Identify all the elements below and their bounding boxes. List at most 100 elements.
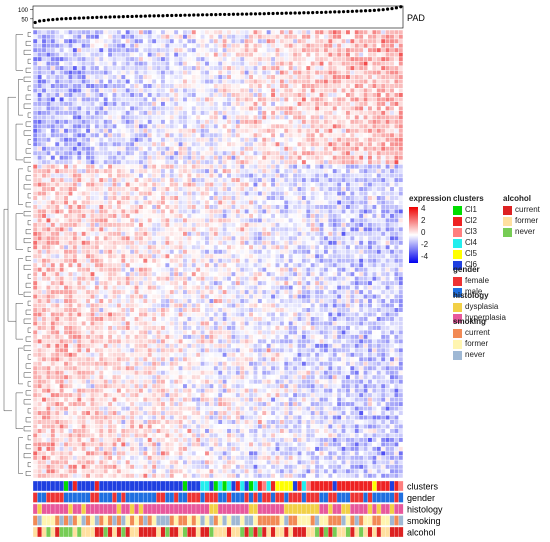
heatmap-cell [315, 196, 320, 200]
heatmap-cell [323, 178, 328, 183]
heatmap-cell [372, 213, 377, 218]
heatmap-cell [390, 204, 394, 209]
heatmap-cell [385, 182, 390, 187]
heatmap-cell [341, 249, 346, 254]
heatmap-cell [138, 285, 143, 290]
heatmap-cell [152, 200, 157, 205]
heatmap-cell [222, 204, 227, 209]
heatmap-cell [50, 79, 55, 84]
heatmap-cell [94, 213, 99, 218]
heatmap-cell [147, 204, 152, 209]
heatmap-cell [86, 254, 91, 259]
heatmap-cell [94, 92, 99, 97]
heatmap-cell [138, 52, 143, 57]
heatmap-cell [152, 34, 157, 39]
heatmap-cell [319, 249, 324, 254]
heatmap-cell [59, 160, 64, 165]
heatmap-cell [116, 88, 121, 93]
heatmap-cell [178, 258, 183, 263]
heatmap-cell [183, 146, 187, 151]
heatmap-cell [288, 146, 293, 151]
heatmap-cell [174, 115, 179, 120]
heatmap-cell [240, 110, 245, 115]
heatmap-cell [205, 245, 209, 250]
heatmap-cell [174, 88, 179, 93]
heatmap-cell [390, 61, 394, 66]
heatmap-cell [86, 52, 91, 57]
heatmap-cell [130, 231, 135, 236]
heatmap-cell [372, 70, 377, 75]
heatmap-cell [200, 106, 205, 111]
heatmap-cell [345, 142, 350, 147]
heatmap-cell [196, 48, 201, 53]
heatmap-cell [354, 128, 359, 133]
heatmap-cell [138, 187, 143, 192]
heatmap-cell [72, 285, 77, 290]
heatmap-cell [323, 124, 328, 129]
heatmap-cell [315, 142, 320, 147]
heatmap-cell [130, 294, 135, 299]
heatmap-cell [222, 200, 227, 205]
heatmap-cell [81, 231, 86, 236]
heatmap-cell [174, 254, 179, 259]
heatmap-cell [112, 119, 117, 124]
heatmap-cell [368, 115, 372, 120]
heatmap-cell [209, 52, 214, 57]
heatmap-cell [293, 137, 298, 142]
heatmap-cell [143, 155, 148, 160]
heatmap-cell [262, 39, 267, 44]
heatmap-cell [90, 272, 95, 277]
heatmap-cell [196, 263, 201, 268]
heatmap-cell [205, 182, 209, 187]
heatmap-cell [165, 155, 170, 160]
heatmap-cell [152, 97, 157, 102]
heatmap-cell [231, 276, 236, 281]
heatmap-cell [293, 124, 298, 129]
heatmap-cell [116, 119, 121, 124]
heatmap-cell [55, 30, 60, 35]
heatmap-cell [244, 106, 249, 111]
heatmap-cell [337, 39, 342, 44]
heatmap-cell [169, 57, 174, 62]
heatmap-cell [77, 43, 82, 48]
heatmap-cell [385, 137, 390, 142]
heatmap-cell [231, 187, 236, 192]
heatmap-cell [112, 151, 117, 156]
heatmap-cell [90, 285, 95, 290]
heatmap-cell [99, 222, 104, 227]
heatmap-cell [394, 200, 399, 205]
heatmap-cell [94, 48, 99, 53]
heatmap-cell [116, 204, 121, 209]
heatmap-cell [363, 57, 368, 62]
heatmap-cell [381, 182, 386, 187]
heatmap-cell [90, 101, 95, 106]
heatmap-cell [108, 209, 113, 214]
heatmap-cell [134, 164, 139, 169]
heatmap-cell [156, 88, 161, 93]
heatmap-cell [86, 88, 91, 93]
heatmap-cell [50, 231, 55, 236]
heatmap-cell [271, 57, 276, 62]
heatmap-cell [50, 236, 55, 241]
heatmap-cell [205, 191, 209, 196]
heatmap-cell [68, 200, 73, 205]
heatmap-cell [86, 290, 91, 295]
heatmap-cell [121, 52, 126, 57]
heatmap-cell [266, 101, 271, 106]
heatmap-cell [46, 70, 51, 75]
heatmap-cell [359, 106, 364, 111]
heatmap-cell [191, 258, 196, 263]
heatmap-cell [42, 34, 46, 39]
heatmap-cell [301, 52, 306, 57]
heatmap-cell [130, 164, 135, 169]
heatmap-cell [165, 178, 170, 183]
heatmap-cell [64, 115, 68, 120]
heatmap-cell [42, 281, 46, 286]
heatmap-cell [310, 137, 315, 142]
heatmap-cell [271, 254, 276, 259]
heatmap-cell [222, 245, 227, 250]
heatmap-cell [77, 52, 82, 57]
heatmap-cell [130, 213, 135, 218]
heatmap-cell [209, 231, 214, 236]
heatmap-cell [156, 191, 161, 196]
